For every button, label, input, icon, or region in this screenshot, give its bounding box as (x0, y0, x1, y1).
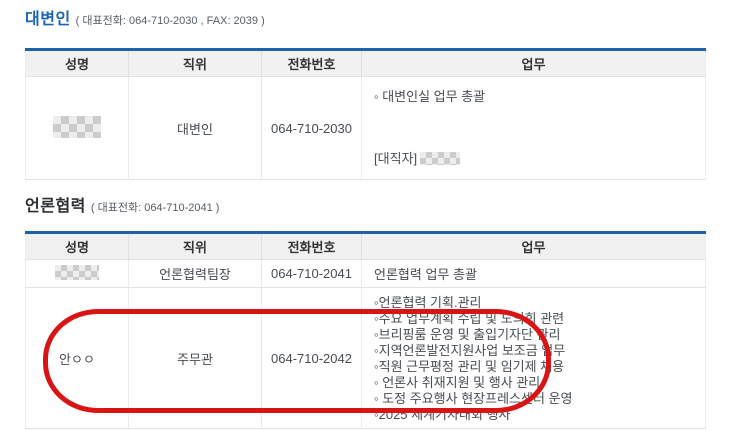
duty-line: ◦주요 업무계획 수립 및 도의회 관련 (374, 311, 565, 326)
section-phone-caption: ( 대표전화: 064-710-2041 ) (90, 202, 220, 214)
table-header: 성명 직위 전화번호 업무 (25, 49, 706, 77)
phone-cell: 064-710-2030 (261, 76, 362, 180)
duty-main-text: ◦ 대변인실 업무 총괄 (374, 89, 486, 104)
name-cell (25, 259, 129, 288)
name-cell (25, 76, 129, 180)
col-header-name: 성명 (25, 49, 129, 77)
phone-cell: 064-710-2041 (261, 259, 362, 288)
duty-line: ◦ 언론사 취재지원 및 행사 관리 (374, 375, 541, 390)
table-row-annotated: 안ㅇㅇ 주무관 064-710-2042 ◦언론협력 기획.관리 ◦주요 업무계… (25, 287, 706, 429)
table-row: 대변인 064-710-2030 ◦ 대변인실 업무 총괄 [대직자] (25, 76, 706, 180)
duty-line: ◦ 도정 주요행사 현장프레스센터 운영 (374, 391, 573, 406)
section-title-media-cooperation: 언론협력 (25, 198, 86, 215)
col-header-duties: 업무 (361, 232, 706, 260)
section-title-spokesperson: 대변인 (25, 11, 71, 28)
redacted-name-block (53, 115, 101, 138)
duty-line: ◦직원 근무평정 관리 및 임기제 채용 (374, 359, 565, 374)
col-header-position: 직위 (128, 49, 262, 77)
section-media-cooperation-header: 언론협력 ( 대표전화: 064-710-2041 ) (25, 197, 730, 216)
phone-cell: 064-710-2042 (261, 287, 362, 429)
col-header-phone: 전화번호 (261, 232, 362, 260)
deputy-line: [대직자] (374, 148, 705, 167)
col-header-position: 직위 (128, 232, 262, 260)
duty-line: ◦2025 세계기자대회 행사 (374, 407, 511, 422)
duty-line: ◦브리핑룸 운영 및 출입기자단 관리 (374, 327, 561, 342)
spokesperson-table: 성명 직위 전화번호 업무 대변인 064-710-2030 ◦ 대변인실 업무… (25, 48, 706, 180)
position-cell: 언론협력팀장 (128, 259, 262, 288)
deputy-label: [대직자] (374, 151, 418, 166)
duties-cell: 언론협력 업무 총괄 (361, 259, 706, 288)
name-cell: 안ㅇㅇ (25, 287, 129, 429)
duties-cell: ◦ 대변인실 업무 총괄 [대직자] (361, 76, 706, 180)
redacted-name-block (55, 264, 99, 280)
position-cell: 주무관 (128, 287, 262, 429)
media-cooperation-table: 성명 직위 전화번호 업무 언론협력팀장 064-710-2041 언론협력 업… (25, 231, 706, 429)
duties-cell: ◦언론협력 기획.관리 ◦주요 업무계획 수립 및 도의회 관련 ◦브리핑룸 운… (361, 287, 706, 429)
col-header-name: 성명 (25, 232, 129, 260)
col-header-duties: 업무 (361, 49, 706, 77)
duty-line: ◦지역언론발전지원사업 보조금 업무 (374, 343, 566, 358)
redacted-deputy-name-block (420, 152, 461, 165)
section-spokesperson-header: 대변인 ( 대표전화: 064-710-2030 , FAX: 2039 ) (25, 0, 730, 29)
table-row: 언론협력팀장 064-710-2041 언론협력 업무 총괄 (25, 259, 706, 288)
position-cell: 대변인 (128, 76, 262, 180)
table-header: 성명 직위 전화번호 업무 (25, 232, 706, 260)
section-phone-caption: ( 대표전화: 064-710-2030 , FAX: 2039 ) (75, 15, 265, 27)
col-header-phone: 전화번호 (261, 49, 362, 77)
duty-line: ◦언론협력 기획.관리 (374, 295, 482, 310)
